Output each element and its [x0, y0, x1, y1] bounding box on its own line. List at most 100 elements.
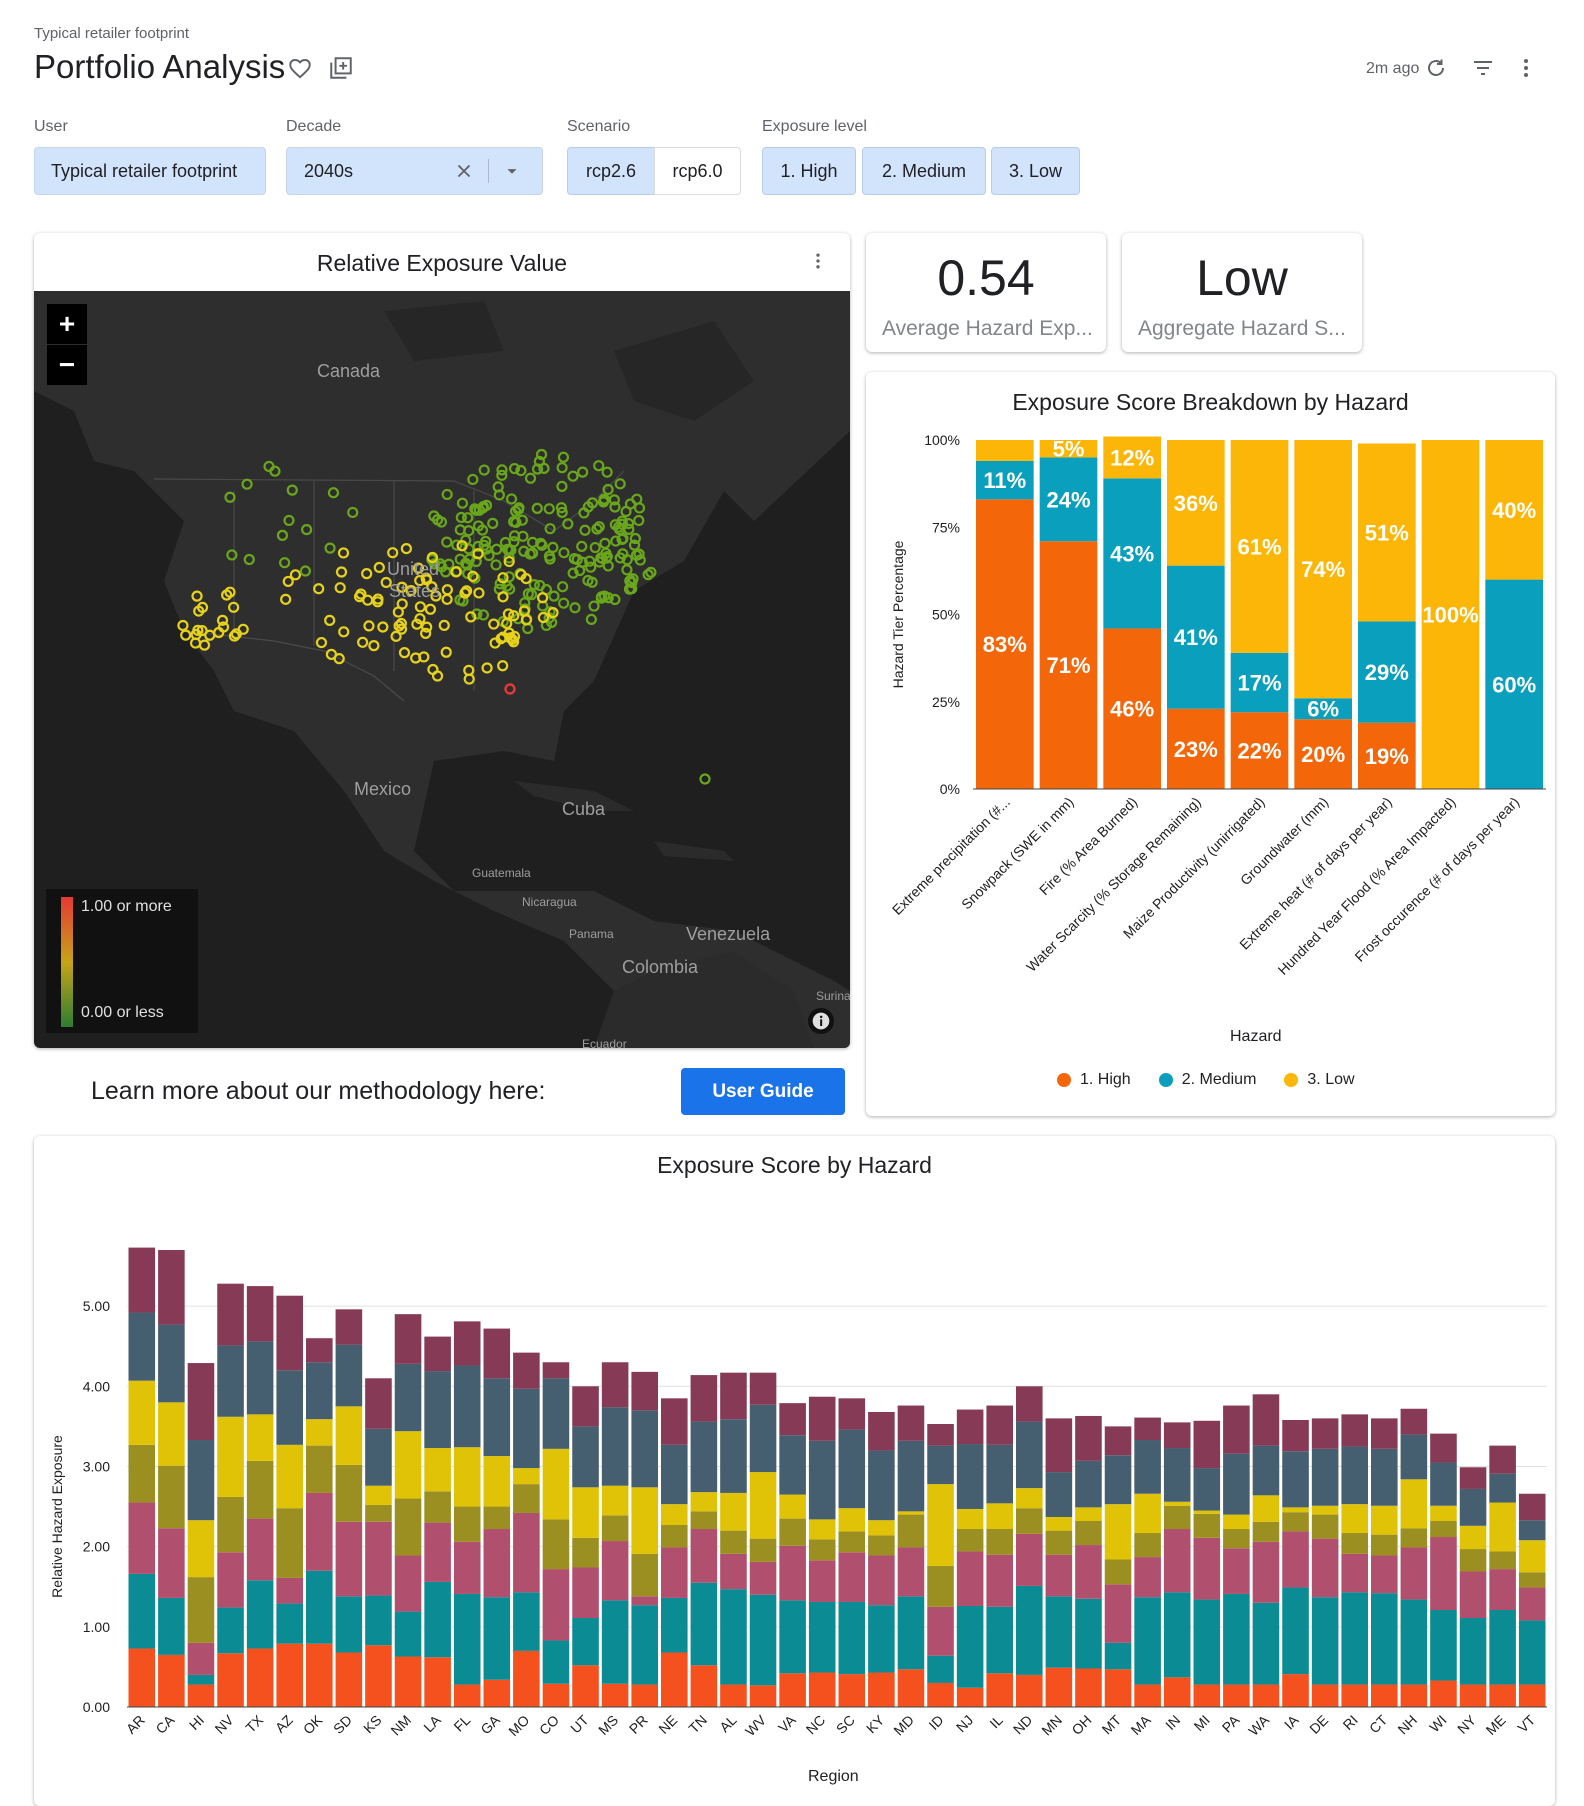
- exposure-bar-segment[interactable]: [1311, 1418, 1339, 1449]
- exposure-bar-segment[interactable]: [1252, 1495, 1280, 1522]
- breakdown-bar-segment[interactable]: [1230, 652, 1289, 713]
- location-marker[interactable]: [454, 553, 466, 565]
- location-marker[interactable]: [558, 597, 570, 609]
- exposure-bar-segment[interactable]: [1489, 1473, 1516, 1503]
- location-marker[interactable]: [642, 569, 654, 581]
- location-marker[interactable]: [338, 626, 350, 638]
- location-marker[interactable]: [535, 448, 548, 461]
- exposure-bar-segment[interactable]: [1459, 1525, 1487, 1550]
- exposure-bar-segment[interactable]: [720, 1684, 747, 1707]
- exposure-bar-segment[interactable]: [394, 1656, 422, 1707]
- exposure-bar-segment[interactable]: [631, 1596, 658, 1606]
- exposure-bar-segment[interactable]: [1400, 1684, 1428, 1707]
- map-canvas[interactable]: [34, 291, 850, 1048]
- exposure-bar-segment[interactable]: [276, 1508, 303, 1578]
- exposure-bar-segment[interactable]: [128, 1312, 156, 1381]
- exposure-bar-segment[interactable]: [335, 1344, 363, 1407]
- exposure-bar-segment[interactable]: [897, 1596, 925, 1670]
- exposure-bar-segment[interactable]: [1341, 1592, 1368, 1685]
- exposure-bar-segment[interactable]: [1489, 1445, 1516, 1474]
- location-marker[interactable]: [508, 630, 521, 643]
- location-marker[interactable]: [537, 592, 549, 604]
- location-marker[interactable]: [420, 572, 432, 584]
- exposure-bar-segment[interactable]: [601, 1515, 629, 1542]
- exposure-bar-segment[interactable]: [1341, 1414, 1368, 1447]
- exposure-bar-segment[interactable]: [868, 1672, 895, 1707]
- location-marker[interactable]: [313, 583, 325, 595]
- exposure-bar-segment[interactable]: [631, 1553, 658, 1597]
- exposure-bar-segment[interactable]: [956, 1529, 984, 1552]
- location-marker[interactable]: [335, 566, 348, 578]
- exposure-bar-segment[interactable]: [1075, 1507, 1102, 1521]
- location-markers[interactable]: [177, 448, 711, 785]
- exposure-bar-segment[interactable]: [1016, 1508, 1043, 1534]
- exposure-bar-segment[interactable]: [1045, 1596, 1073, 1668]
- breakdown-bar-segment[interactable]: [1167, 565, 1225, 709]
- exposure-bar-segment[interactable]: [897, 1511, 925, 1515]
- location-marker[interactable]: [412, 562, 425, 574]
- exposure-bar-segment[interactable]: [897, 1514, 925, 1548]
- breakdown-bar-segment[interactable]: [1103, 628, 1161, 789]
- exposure-bar-segment[interactable]: [1518, 1684, 1546, 1707]
- exposure-bar-segment[interactable]: [542, 1448, 570, 1520]
- exposure-bar-segment[interactable]: [572, 1665, 599, 1707]
- exposure-bar-segment[interactable]: [365, 1521, 392, 1596]
- location-marker[interactable]: [230, 628, 242, 640]
- exposure-bar-segment[interactable]: [1252, 1541, 1280, 1603]
- exposure-bar-segment[interactable]: [1252, 1521, 1280, 1542]
- location-marker[interactable]: [368, 640, 380, 652]
- breakdown-bar-segment[interactable]: [1485, 440, 1543, 580]
- exposure-bar-segment[interactable]: [1371, 1448, 1398, 1506]
- location-marker[interactable]: [584, 555, 596, 567]
- exposure-bar-segment[interactable]: [513, 1468, 540, 1485]
- exposure-bar-segment[interactable]: [690, 1421, 718, 1493]
- exposure-bar-segment[interactable]: [779, 1435, 806, 1495]
- exposure-bar-segment[interactable]: [128, 1502, 156, 1574]
- exposure-bar-segment[interactable]: [306, 1445, 333, 1493]
- location-marker[interactable]: [414, 574, 426, 587]
- exposure-bar-segment[interactable]: [542, 1362, 570, 1379]
- exposure-bar-segment[interactable]: [424, 1336, 451, 1372]
- location-marker[interactable]: [528, 579, 540, 591]
- breakdown-bar-segment[interactable]: [1358, 443, 1416, 622]
- exposure-bar-segment[interactable]: [217, 1416, 244, 1497]
- exposure-bar-segment[interactable]: [1489, 1569, 1516, 1610]
- location-marker[interactable]: [473, 587, 485, 599]
- refresh-icon[interactable]: [1424, 56, 1450, 82]
- location-marker[interactable]: [620, 505, 632, 518]
- exposure-bar-segment[interactable]: [246, 1580, 274, 1649]
- location-marker[interactable]: [602, 560, 614, 572]
- exposure-bar-segment[interactable]: [513, 1388, 540, 1469]
- exposure-bar-segment[interactable]: [394, 1363, 422, 1432]
- exposure-bar-segment[interactable]: [1075, 1545, 1102, 1599]
- location-marker[interactable]: [610, 535, 622, 547]
- location-marker[interactable]: [630, 549, 643, 561]
- location-marker[interactable]: [196, 624, 208, 637]
- location-marker[interactable]: [496, 464, 508, 476]
- exposure-bar-segment[interactable]: [128, 1648, 156, 1707]
- exposure-bar-segment[interactable]: [838, 1674, 866, 1707]
- exposure-bar-segment[interactable]: [808, 1519, 836, 1540]
- exposure-bar-segment[interactable]: [720, 1372, 747, 1420]
- exposure-bar-segment[interactable]: [1104, 1426, 1132, 1456]
- exposure-bar-segment[interactable]: [424, 1491, 451, 1523]
- exposure-bar-segment[interactable]: [927, 1423, 954, 1446]
- location-marker[interactable]: [556, 480, 568, 492]
- exposure-bar-segment[interactable]: [1193, 1468, 1221, 1511]
- location-marker[interactable]: [520, 614, 532, 626]
- exposure-bar-segment[interactable]: [1489, 1684, 1516, 1707]
- location-marker[interactable]: [488, 618, 500, 630]
- exposure-bar-segment[interactable]: [1104, 1455, 1132, 1505]
- breakdown-bar-segment[interactable]: [976, 499, 1034, 789]
- exposure-bar-segment[interactable]: [306, 1362, 333, 1420]
- exposure-bar-segment[interactable]: [394, 1611, 422, 1657]
- exposure-bar-segment[interactable]: [690, 1665, 718, 1707]
- location-marker[interactable]: [628, 539, 641, 551]
- exposure-bar-segment[interactable]: [453, 1365, 481, 1448]
- exposure-bar-segment[interactable]: [1371, 1534, 1398, 1556]
- location-marker[interactable]: [299, 565, 311, 577]
- exposure-bar-segment[interactable]: [483, 1456, 511, 1507]
- location-marker[interactable]: [193, 605, 205, 617]
- exposure-bar-segment[interactable]: [986, 1444, 1013, 1504]
- exposure-bar-segment[interactable]: [838, 1508, 866, 1532]
